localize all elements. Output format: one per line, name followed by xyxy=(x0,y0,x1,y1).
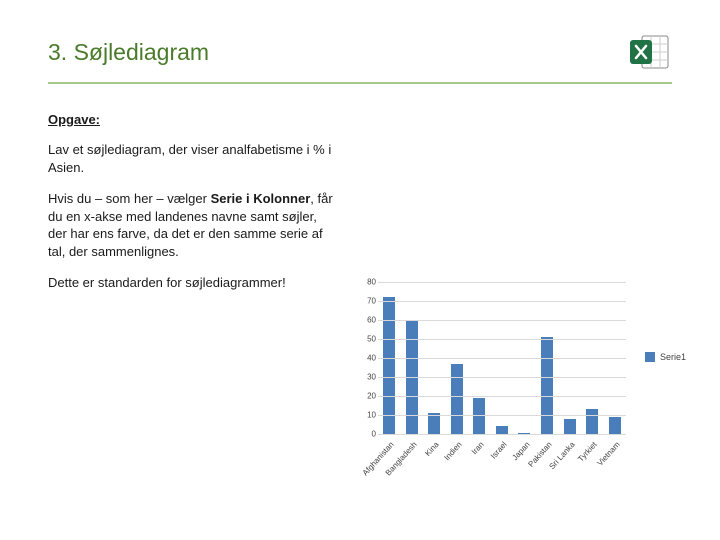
chart-bar xyxy=(451,364,463,434)
chart-y-label: 0 xyxy=(358,430,376,439)
chart-y-label: 60 xyxy=(358,316,376,325)
chart-x-labels: AfghanistanBangladeshKinaIndienIranIsrae… xyxy=(378,438,626,474)
paragraph-3: Dette er standarden for søjlediagrammer! xyxy=(48,274,338,292)
chart-y-label: 30 xyxy=(358,373,376,382)
excel-icon xyxy=(628,32,672,72)
chart-gridline xyxy=(378,434,626,435)
paragraph-2: Hvis du – som her – vælger Serie i Kolon… xyxy=(48,190,338,260)
chart-bar xyxy=(564,419,576,434)
chart-y-label: 40 xyxy=(358,354,376,363)
legend-label: Serie1 xyxy=(660,352,686,362)
paragraph-2-pre: Hvis du – som her – vælger xyxy=(48,191,211,206)
chart-y-label: 50 xyxy=(358,335,376,344)
chart-legend: Serie1 xyxy=(645,352,686,362)
chart-gridline xyxy=(378,415,626,416)
chart-bar xyxy=(383,297,395,434)
chart-gridline xyxy=(378,358,626,359)
page-title: 3. Søjlediagram xyxy=(48,39,209,66)
paragraph-1: Lav et søjlediagram, der viser analfabet… xyxy=(48,141,338,176)
chart-y-label: 80 xyxy=(358,278,376,287)
chart-y-label: 70 xyxy=(358,297,376,306)
chart-gridline xyxy=(378,282,626,283)
chart-bar xyxy=(541,337,553,434)
chart-gridline xyxy=(378,377,626,378)
task-heading: Opgave: xyxy=(48,112,672,127)
chart-gridline xyxy=(378,301,626,302)
chart-y-label: 10 xyxy=(358,411,376,420)
chart-bar xyxy=(586,409,598,434)
chart-gridline xyxy=(378,396,626,397)
title-underline xyxy=(48,82,672,84)
chart-bar xyxy=(609,417,621,434)
chart-bar xyxy=(428,413,440,434)
chart-gridline xyxy=(378,339,626,340)
chart-gridline xyxy=(378,320,626,321)
legend-swatch xyxy=(645,352,655,362)
chart-plot-area: 01020304050607080 xyxy=(378,282,626,434)
paragraph-2-bold: Serie i Kolonner xyxy=(211,191,311,206)
chart-x-label: Vietnam xyxy=(575,440,622,491)
bar-chart: 01020304050607080 AfghanistanBangladeshK… xyxy=(358,276,688,478)
chart-bar xyxy=(496,426,508,434)
chart-y-label: 20 xyxy=(358,392,376,401)
